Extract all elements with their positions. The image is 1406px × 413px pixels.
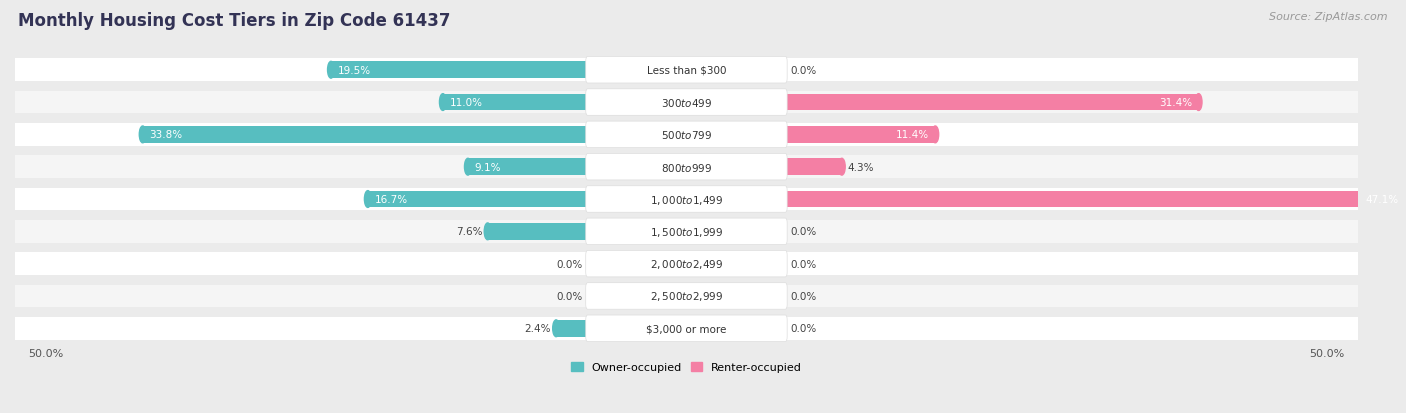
Text: 50.0%: 50.0% [28,348,63,358]
Bar [785,159,842,176]
Text: Less than $300: Less than $300 [647,66,725,76]
Circle shape [838,159,845,176]
Circle shape [1195,95,1202,111]
FancyBboxPatch shape [586,315,787,342]
Text: 0.0%: 0.0% [790,291,817,301]
Text: 19.5%: 19.5% [337,66,371,76]
Text: 33.8%: 33.8% [149,130,183,140]
Text: 31.4%: 31.4% [1159,98,1192,108]
Circle shape [932,127,939,143]
Circle shape [440,95,446,111]
Bar [330,62,588,79]
FancyBboxPatch shape [586,90,787,116]
Bar [15,59,1358,82]
Bar [15,317,1358,340]
Text: $2,000 to $2,499: $2,000 to $2,499 [650,258,723,271]
Text: $800 to $999: $800 to $999 [661,161,711,173]
Text: Source: ZipAtlas.com: Source: ZipAtlas.com [1270,12,1388,22]
Text: 2.4%: 2.4% [524,323,551,333]
FancyBboxPatch shape [586,186,787,213]
Bar [15,221,1358,243]
Text: 0.0%: 0.0% [557,259,582,269]
FancyBboxPatch shape [586,283,787,309]
Bar [785,95,1198,111]
Text: $1,500 to $1,999: $1,500 to $1,999 [650,225,723,238]
Bar [15,124,1358,146]
Text: 11.4%: 11.4% [896,130,929,140]
Bar [557,320,588,337]
FancyBboxPatch shape [586,122,787,148]
Text: 7.6%: 7.6% [456,227,482,237]
Bar [15,188,1358,211]
Bar [15,156,1358,178]
Bar [785,127,935,143]
FancyBboxPatch shape [586,154,787,180]
Text: $500 to $799: $500 to $799 [661,129,711,141]
Bar [15,92,1358,114]
Text: 11.0%: 11.0% [450,98,482,108]
Circle shape [484,223,491,240]
Circle shape [464,159,471,176]
Bar [443,95,588,111]
Legend: Owner-occupied, Renter-occupied: Owner-occupied, Renter-occupied [567,358,806,377]
Circle shape [139,127,146,143]
Bar [468,159,588,176]
Text: $3,000 or more: $3,000 or more [647,323,727,333]
Bar [488,223,588,240]
Circle shape [1402,191,1406,208]
Bar [15,285,1358,308]
Text: $2,500 to $2,999: $2,500 to $2,999 [650,290,723,303]
FancyBboxPatch shape [586,57,787,84]
Text: 47.1%: 47.1% [1365,195,1399,204]
FancyBboxPatch shape [586,218,787,245]
Text: Monthly Housing Cost Tiers in Zip Code 61437: Monthly Housing Cost Tiers in Zip Code 6… [18,12,451,30]
Bar [785,191,1405,208]
Text: 0.0%: 0.0% [557,291,582,301]
Text: 16.7%: 16.7% [374,195,408,204]
Text: $300 to $499: $300 to $499 [661,97,711,109]
Bar [15,253,1358,275]
Text: 0.0%: 0.0% [790,66,817,76]
Circle shape [553,320,560,337]
Text: 0.0%: 0.0% [790,259,817,269]
Bar [142,127,588,143]
Text: 4.3%: 4.3% [846,162,873,172]
Text: 0.0%: 0.0% [790,227,817,237]
Circle shape [328,62,335,79]
Text: $1,000 to $1,499: $1,000 to $1,499 [650,193,723,206]
Text: 0.0%: 0.0% [790,323,817,333]
FancyBboxPatch shape [586,251,787,277]
Bar [368,191,588,208]
Text: 50.0%: 50.0% [1309,348,1344,358]
Text: 9.1%: 9.1% [474,162,501,172]
Circle shape [364,191,371,208]
